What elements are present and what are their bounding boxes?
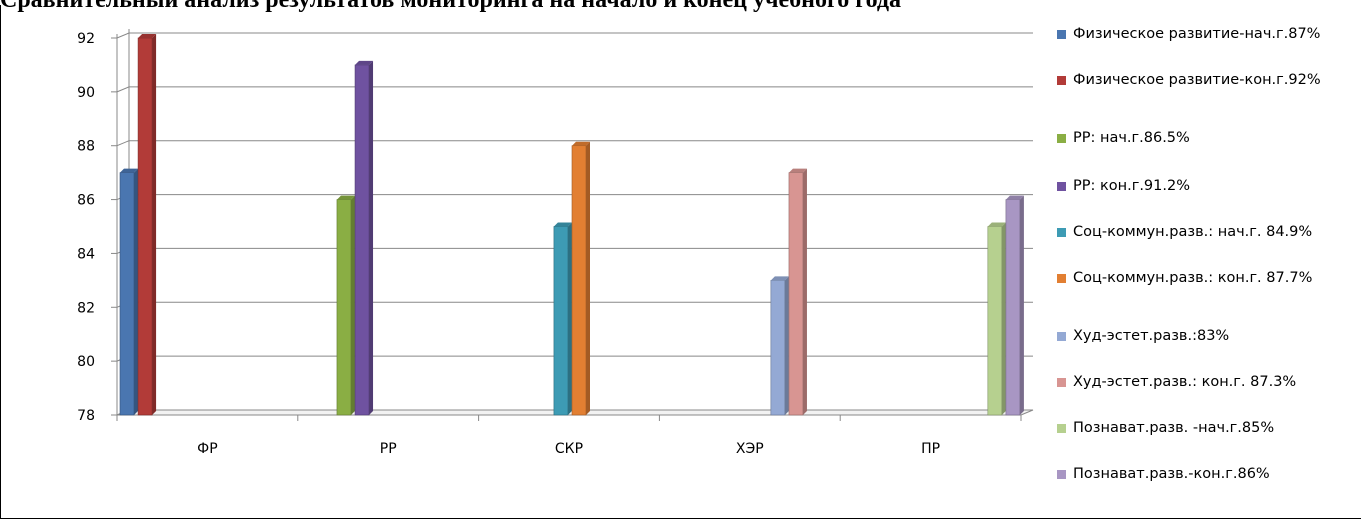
bar-side: [802, 168, 807, 415]
legend-swatch: [1057, 134, 1066, 143]
grid-depth-line: [116, 86, 130, 93]
bar-side: [1001, 222, 1006, 415]
bar-front: [354, 64, 370, 416]
bar-top: [138, 34, 157, 38]
bar-side: [134, 168, 138, 415]
bar-front: [137, 37, 153, 416]
bar-front: [788, 172, 804, 416]
bar-chart: 78 80 82 84 86 88 90 92 ФР РР СКР ХЭР ПР: [77, 29, 1034, 457]
bar: [571, 141, 590, 416]
bar-top: [553, 222, 572, 227]
grid-depth-line: [116, 32, 130, 39]
legend-swatch: [1057, 332, 1066, 341]
bar-front: [770, 280, 786, 416]
y-tick-label: 84: [77, 246, 95, 262]
bar-top: [987, 222, 1006, 227]
grid-depth-line: [116, 140, 130, 147]
legend-label: Познават.разв. -нач.г.85%: [1073, 420, 1275, 436]
legend-label: Соц-коммун.разв.: нач.г. 84.9%: [1073, 224, 1313, 240]
bar: [788, 168, 807, 416]
chart-frame: 78 80 82 84 86 88 90 92 ФР РР СКР ХЭР ПР Физическое …: [0, 5, 1361, 519]
bar-front: [336, 199, 352, 416]
bar: [354, 60, 374, 416]
legend-swatch: [1057, 228, 1066, 237]
legend-label: Физическое развитие-кон.г.92%: [1073, 72, 1321, 88]
bar: [770, 276, 789, 416]
bar-top: [355, 60, 374, 65]
bar-top: [336, 195, 355, 200]
y-tick-label: 78: [77, 408, 95, 424]
bar-front: [571, 145, 587, 416]
legend-item: Познават.разв.-кон.г.86%: [1057, 465, 1358, 484]
bar-top: [770, 276, 789, 281]
legend-item: Соц-коммун.разв.: нач.г. 84.9%: [1057, 223, 1358, 242]
y-tick-label: 86: [77, 193, 95, 209]
bar-side: [369, 60, 374, 416]
bar-top: [572, 141, 590, 146]
legend-swatch: [1057, 274, 1066, 283]
bar-side: [1019, 195, 1024, 415]
y-tick-label: 80: [77, 354, 95, 370]
bar: [1005, 195, 1024, 416]
bar: [336, 195, 355, 416]
y-tick-label: 82: [77, 300, 95, 316]
legend-swatch: [1057, 30, 1066, 39]
x-category-label: ПР: [921, 441, 940, 457]
bar-front: [119, 172, 135, 416]
bar: [553, 222, 572, 416]
legend-swatch: [1057, 424, 1066, 433]
legend-label: Физическое развитие-нач.г.87%: [1073, 26, 1321, 42]
legend-item: РР: кон.г.91.2%: [1057, 177, 1358, 196]
legend-item: Соц-коммун.разв.: кон.г. 87.7%: [1057, 269, 1358, 288]
legend-label: Худ-эстет.разв.:83%: [1073, 328, 1230, 344]
legend-label: Соц-коммун.разв.: кон.г. 87.7%: [1073, 270, 1313, 286]
page-title: Сравнительный анализ результатов монитор…: [0, 0, 1362, 12]
legend-label: Познават.разв.-кон.г.86%: [1073, 466, 1270, 482]
bar-front: [553, 226, 569, 416]
x-category-label: РР: [380, 441, 397, 457]
bar-side: [567, 222, 572, 415]
x-category-label: СКР: [555, 441, 583, 457]
x-category-label: ФР: [197, 441, 218, 457]
bar-top: [1005, 195, 1024, 200]
legend-swatch: [1057, 182, 1066, 191]
legend-label: РР: нач.г.86.5%: [1073, 130, 1190, 146]
y-tick-label: 88: [77, 139, 95, 155]
bar-front: [987, 226, 1003, 416]
legend-item: Физическое развитие-нач.г.87%: [1057, 25, 1358, 44]
bar-top: [120, 168, 138, 173]
y-tick-label: 92: [77, 31, 95, 47]
bar-side: [152, 34, 157, 415]
legend-item: РР: нач.г.86.5%: [1057, 129, 1358, 148]
bar: [137, 34, 157, 416]
bar-top: [788, 168, 807, 173]
legend-swatch: [1057, 378, 1066, 387]
legend-item: Худ-эстет.разв.:83%: [1057, 327, 1358, 346]
x-category-label: ХЭР: [736, 441, 764, 457]
bar: [119, 168, 138, 416]
legend-item: Познават.разв. -нач.г.85%: [1057, 419, 1358, 438]
legend-item: Худ-эстет.разв.: кон.г. 87.3%: [1057, 373, 1358, 392]
legend-label: РР: кон.г.91.2%: [1073, 178, 1190, 194]
bar-front: [1005, 199, 1021, 416]
y-tick-label: 90: [77, 85, 95, 101]
legend-item: Физическое развитие-кон.г.92%: [1057, 71, 1358, 90]
legend-swatch: [1057, 470, 1066, 479]
legend-label: Худ-эстет.разв.: кон.г. 87.3%: [1073, 374, 1297, 390]
legend-swatch: [1057, 76, 1066, 85]
bar-side: [784, 276, 789, 415]
bar-side: [350, 195, 355, 415]
bar-side: [586, 141, 590, 415]
bar: [987, 222, 1006, 416]
